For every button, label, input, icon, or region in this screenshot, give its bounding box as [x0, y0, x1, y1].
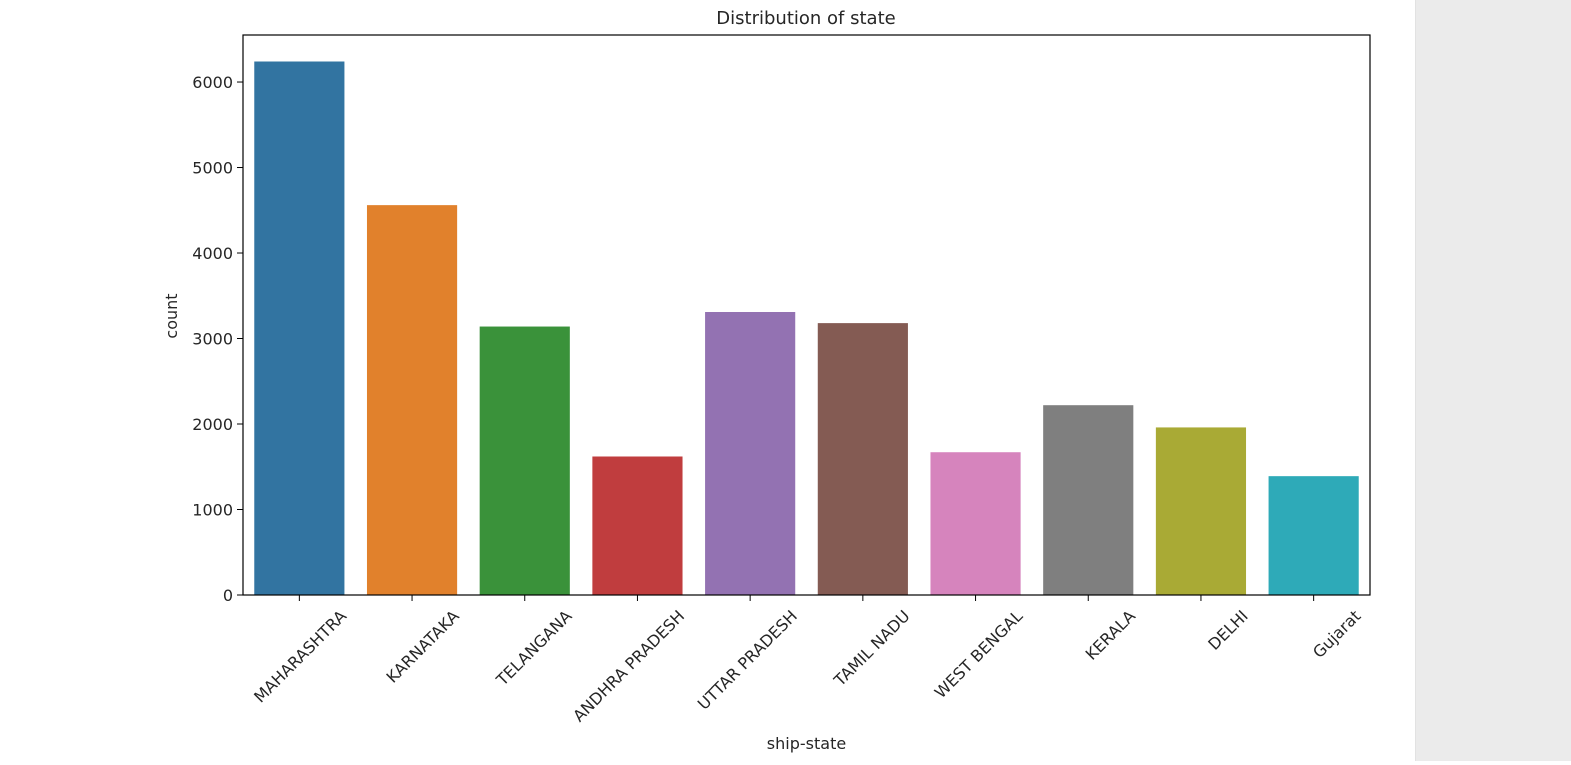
bar-uttar-pradesh	[705, 312, 796, 595]
bar-maharashtra	[254, 61, 345, 595]
bar-tamil-nadu	[817, 323, 908, 595]
y-tick-label: 3000	[192, 330, 233, 349]
x-tick-label: MAHARASHTRA	[250, 606, 350, 706]
bar-andhra-pradesh	[592, 456, 683, 595]
bar-gujarat	[1268, 476, 1359, 595]
x-tick-label: TELANGANA	[492, 606, 576, 690]
y-axis: 0 1000 2000 3000 4000 5000 6000	[192, 73, 243, 605]
y-tick-label: 6000	[192, 73, 233, 92]
x-axis-label: ship-state	[767, 734, 846, 753]
axes-frame	[242, 34, 1371, 596]
bar-west-bengal	[930, 452, 1021, 595]
x-tick-label: Gujarat	[1309, 606, 1364, 661]
x-tick-label: WEST BENGAL	[931, 606, 1027, 702]
bar-delhi	[1155, 427, 1247, 595]
x-tick-label: TAMIL NADU	[830, 606, 914, 690]
plot-area: Distribution of state 0 1000 2000 3000 4000 5…	[162, 8, 1371, 753]
y-tick-label: 0	[223, 586, 233, 605]
chart-title: Distribution of state	[716, 8, 895, 29]
bars	[254, 61, 1359, 596]
y-tick-label: 4000	[192, 244, 233, 263]
x-tick-label: UTTAR PRADESH	[694, 606, 801, 713]
x-tick-label: DELHI	[1204, 606, 1251, 653]
x-tick-label: ANDHRA PRADESH	[569, 606, 688, 725]
y-axis-label: count	[162, 293, 181, 338]
x-tick-label: KERALA	[1082, 606, 1139, 663]
y-tick-label: 5000	[192, 159, 233, 178]
x-tick-label: KARNATAKA	[383, 606, 463, 686]
y-tick-label: 1000	[192, 501, 233, 520]
right-side-panel	[1415, 0, 1571, 761]
y-tick-label: 2000	[192, 415, 233, 434]
bar-telangana	[479, 326, 570, 595]
bar-kerala	[1043, 405, 1134, 595]
bar-karnataka	[366, 205, 458, 596]
bar-chart: Distribution of state 0 1000 2000 3000 4000 5…	[162, 8, 1371, 753]
